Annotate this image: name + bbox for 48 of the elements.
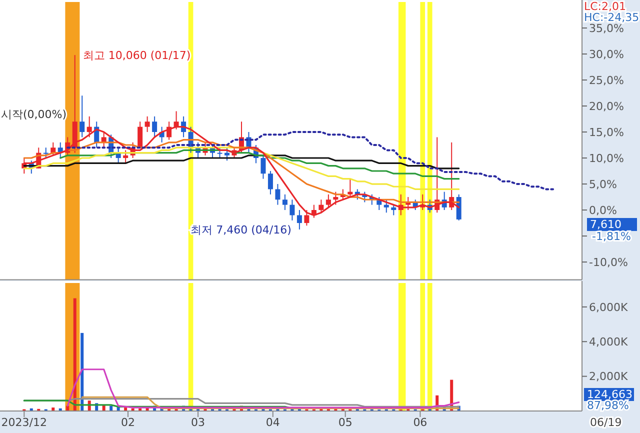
x-tick-label: 05 (338, 416, 352, 429)
text: HC:-24,35 (584, 11, 640, 24)
x-tick-label: 03 (191, 416, 206, 429)
candlestick (217, 147, 222, 159)
y-tick-label: 6,000K (589, 300, 628, 314)
candlestick (296, 210, 302, 230)
candlestick (282, 194, 288, 211)
y-tick-label: 15,0% (589, 126, 624, 139)
candlestick (318, 199, 324, 214)
text: 7,610 (590, 218, 622, 231)
candlestick (275, 184, 280, 206)
x-tick-label: 04 (266, 416, 280, 429)
candlestick (152, 116, 158, 138)
y-tick-label: -10,0% (589, 256, 628, 269)
bar (73, 298, 76, 411)
candlestick (290, 199, 295, 221)
x-tick-label: 06 (413, 416, 428, 429)
text: LC:2,01 (584, 0, 626, 13)
candlestick (80, 95, 85, 138)
candlestick (384, 199, 389, 214)
candlestick (260, 154, 266, 180)
text: 87,98% (587, 399, 629, 412)
y-tick-label: 10,0% (589, 152, 624, 165)
line-series (66, 368, 460, 408)
candlestick (144, 116, 150, 133)
x-tick-label: 02 (120, 416, 135, 429)
candlestick (391, 204, 396, 216)
text: 06/19 (590, 416, 622, 429)
candlestick (348, 178, 353, 198)
bar (80, 332, 84, 411)
y-tick-label: 4,000K (589, 335, 628, 348)
y-tick-label: 30,0% (589, 48, 624, 61)
candlestick (326, 194, 331, 208)
x-tick-label: 2023/12 (1, 416, 47, 429)
candlestick (50, 142, 56, 156)
candlestick (268, 170, 273, 195)
text: -1,81% (592, 230, 631, 243)
candlestick (43, 147, 48, 159)
y-tick-label: 0,0% (589, 204, 617, 217)
candlestick (224, 147, 230, 162)
candlestick (123, 150, 128, 164)
y-tick-label: 25,0% (589, 74, 624, 87)
y-tick-label: 20,0% (589, 100, 624, 113)
text: 124,663 (587, 388, 632, 401)
y-tick-label: 2,000K (589, 370, 628, 384)
candlestick (333, 191, 338, 206)
y-tick-label: 5,0% (589, 178, 617, 191)
y-tick-label: 35,0% (589, 22, 624, 35)
